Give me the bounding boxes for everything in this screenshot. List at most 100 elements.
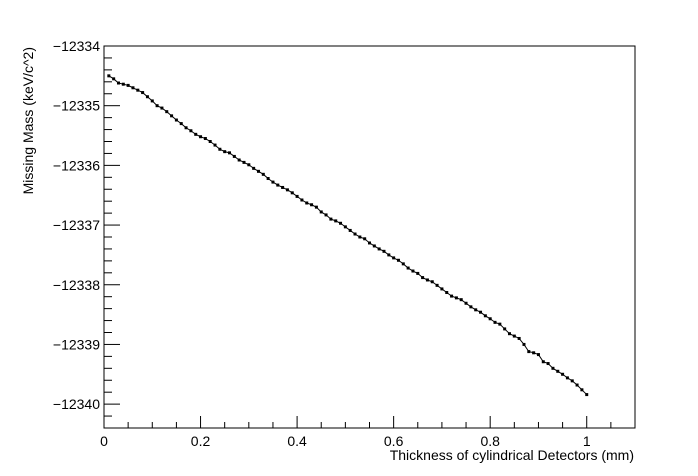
data-point [343, 225, 347, 229]
x-tick-label: 0.8 [480, 433, 500, 449]
data-point [479, 310, 483, 314]
data-point [565, 376, 569, 380]
data-point [353, 232, 357, 236]
data-point [474, 308, 478, 312]
data-point [575, 383, 579, 387]
data-point [218, 147, 222, 151]
data-point [440, 287, 444, 291]
data-point [411, 269, 415, 273]
x-tick-label: 0.4 [287, 433, 307, 449]
data-point [334, 219, 338, 223]
data-point [170, 114, 174, 118]
y-tick-label: −12338 [53, 277, 100, 293]
data-point [324, 213, 328, 217]
data-point [406, 266, 410, 270]
data-point [556, 369, 560, 373]
data-point [126, 83, 130, 87]
data-point [194, 132, 198, 136]
data-point [165, 110, 169, 114]
data-point [107, 74, 111, 78]
data-point [300, 198, 304, 202]
data-point [228, 151, 232, 155]
data-point [329, 217, 333, 221]
data-point [189, 129, 193, 133]
data-point [498, 322, 502, 326]
data-point [585, 393, 589, 397]
data-point [295, 194, 299, 198]
data-point [213, 143, 217, 147]
data-point [319, 210, 323, 214]
data-point [179, 122, 183, 126]
data-point [392, 256, 396, 260]
data-point [532, 351, 536, 355]
data-point [430, 280, 434, 284]
x-axis: 0 0.2 0.4 0.6 0.8 1 [100, 416, 636, 449]
data-point [203, 137, 207, 141]
data-point [223, 150, 227, 154]
data-point [252, 166, 256, 170]
data-point [372, 244, 376, 248]
data-point [247, 163, 251, 167]
data-point [503, 327, 507, 331]
data-point [416, 271, 420, 275]
x-tick-label: 0 [100, 433, 108, 449]
data-point [348, 228, 352, 232]
plot-frame [103, 45, 636, 429]
data-point [541, 360, 545, 364]
data-point [382, 249, 386, 253]
data-point [580, 388, 584, 392]
data-point [551, 366, 555, 370]
data-point [450, 294, 454, 298]
data-point [561, 372, 565, 376]
data-point [131, 86, 135, 90]
data-point [358, 235, 362, 239]
data-point [469, 305, 473, 309]
data-point [483, 314, 487, 318]
data-point [517, 336, 521, 340]
data-point [493, 320, 497, 324]
x-tick-label: 0.2 [191, 433, 211, 449]
data-point [285, 188, 289, 192]
data-point [368, 241, 371, 245]
data-point [401, 262, 405, 266]
data-point [121, 82, 125, 86]
data-point [141, 91, 145, 95]
data-point [256, 169, 260, 173]
y-tick-label: −12335 [53, 98, 100, 114]
data-point [314, 205, 318, 209]
data-point [305, 201, 309, 205]
data-point [281, 185, 285, 189]
data-point [512, 334, 516, 338]
data-point [155, 104, 159, 108]
data-point [507, 332, 511, 336]
data-point [570, 379, 574, 383]
data-point [136, 88, 140, 92]
data-point [112, 77, 116, 81]
data-point [261, 172, 265, 176]
data-point [160, 106, 164, 110]
y-axis: −12334 −12335 −12336 −12337 −12338 −12339 −123… [53, 38, 120, 429]
data-point [116, 81, 120, 85]
data-point [145, 95, 149, 99]
series-line [108, 75, 588, 395]
data-point [522, 342, 526, 346]
data-point [310, 203, 314, 207]
data-point [488, 317, 492, 321]
series-layer [107, 74, 589, 397]
y-tick-label: −12337 [53, 217, 100, 233]
x-tick-label: 0.6 [384, 433, 404, 449]
data-point [174, 118, 178, 122]
data-point [445, 291, 449, 295]
data-point [276, 183, 280, 187]
data-point [387, 253, 391, 257]
data-point [435, 283, 439, 287]
data-point [199, 135, 203, 139]
data-point [459, 298, 463, 302]
y-tick-label: −12340 [53, 396, 100, 412]
data-point [536, 353, 540, 357]
y-tick-label: −12339 [53, 336, 100, 352]
data-point [290, 191, 294, 195]
y-tick-label: −12334 [53, 38, 100, 54]
data-point [454, 296, 458, 300]
